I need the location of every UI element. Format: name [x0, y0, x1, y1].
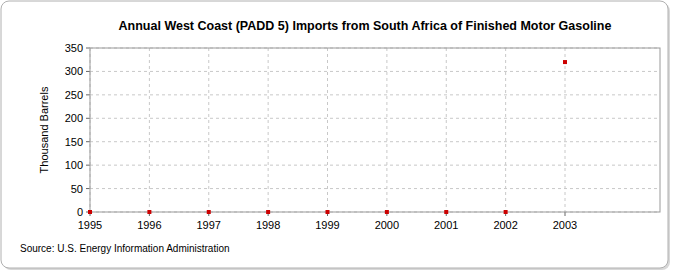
y-tick: [86, 141, 90, 142]
y-grid-line: [90, 118, 660, 119]
x-tick-label: 1996: [137, 219, 161, 231]
x-tick-label: 1997: [197, 219, 221, 231]
marks: [88, 60, 567, 214]
point: [88, 210, 92, 214]
point: [444, 210, 448, 214]
x-tick-label: 2003: [553, 219, 577, 231]
y-grid-line: [90, 188, 660, 189]
y-tick-label: 200: [65, 112, 83, 124]
chart: Annual West Coast (PADD 5) Imports from …: [0, 0, 675, 275]
point: [207, 210, 211, 214]
x-tick-label: 2001: [434, 219, 458, 231]
x-grid-line: [268, 48, 269, 212]
x-tick-label: 2002: [493, 219, 517, 231]
point: [147, 210, 151, 214]
y-tick-label: 0: [77, 206, 83, 218]
frame: [1, 1, 668, 268]
x-tick-label: 1999: [315, 219, 339, 231]
x-tick-label: 1998: [256, 219, 280, 231]
x-grid-line: [446, 48, 447, 212]
y-tick: [86, 94, 90, 95]
y-tick-label: 50: [71, 183, 83, 195]
point: [326, 210, 330, 214]
x-tick-label: 1995: [78, 219, 102, 231]
x-grid-line: [149, 48, 150, 212]
x-grid-line: [208, 48, 209, 212]
x-grid-line: [565, 48, 566, 212]
y-tick: [86, 118, 90, 119]
x-grid-line: [327, 48, 328, 212]
y-grid-line: [90, 71, 660, 72]
y-tick-label: 150: [65, 136, 83, 148]
plot-area: [90, 48, 660, 212]
y-tick-label: 300: [65, 65, 83, 77]
y-tick: [86, 188, 90, 189]
y-tick: [86, 71, 90, 72]
y-tick-label: 100: [65, 159, 83, 171]
x-tick: [565, 212, 566, 216]
y-grid-line: [90, 94, 660, 95]
point: [504, 210, 508, 214]
y-axis-label: Thousand Barrels: [38, 86, 50, 173]
point: [563, 60, 567, 64]
source: Source: U.S. Energy Information Administ…: [20, 243, 230, 254]
y-grid-line: [90, 165, 660, 166]
y-tick: [86, 165, 90, 166]
point: [266, 210, 270, 214]
x-grid-line: [505, 48, 506, 212]
y-grid-line: [90, 141, 660, 142]
plot-frame: [90, 48, 660, 212]
point: [385, 210, 389, 214]
x-tick-label: 2000: [375, 219, 399, 231]
y-tick-label: 350: [65, 42, 83, 54]
y-tick-label: 250: [65, 89, 83, 101]
x-grid-line: [386, 48, 387, 212]
y-tick: [86, 48, 90, 49]
title: Annual West Coast (PADD 5) Imports from …: [119, 19, 612, 33]
